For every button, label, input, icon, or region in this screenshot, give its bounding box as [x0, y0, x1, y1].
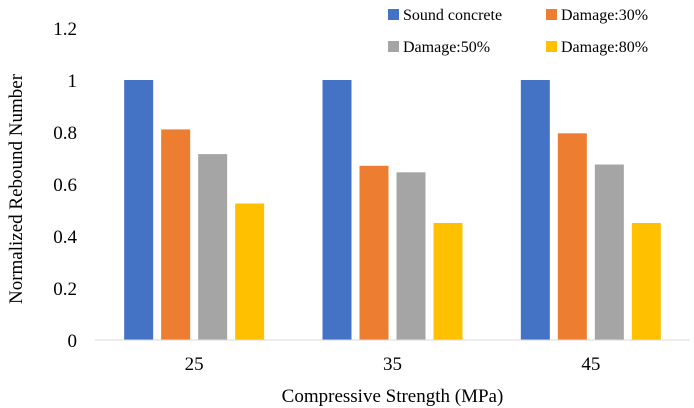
legend-label: Damage:50% [403, 39, 490, 56]
y-axis-title: Normalized Rebound Number [6, 73, 27, 304]
legend: Sound concrete Damage:30% Damage:50% Damage… [388, 7, 648, 56]
legend-label: Sound concrete [403, 7, 502, 24]
bar-sound-concrete-35 [322, 80, 352, 340]
legend-swatch [546, 9, 557, 20]
legend-swatch [546, 41, 557, 52]
y-tick-label: 0 [68, 331, 78, 352]
bar-damage-30--35 [359, 165, 389, 340]
bar-damage-30--25 [161, 129, 191, 340]
y-tick-label: 0.6 [53, 175, 77, 196]
legend-label: Damage:30% [561, 7, 648, 24]
bar-damage-50--25 [198, 154, 228, 340]
bar-series-group [124, 80, 661, 340]
bar-damage-30--45 [557, 133, 587, 340]
y-tick-label: 1 [68, 71, 78, 92]
legend-label: Damage:80% [561, 39, 648, 56]
bar-damage-80--45 [631, 223, 661, 340]
x-axis-title: Compressive Strength (MPa) [282, 386, 504, 407]
bar-damage-50--45 [594, 164, 624, 340]
x-tick-label: 35 [383, 354, 402, 375]
legend-swatch [388, 41, 399, 52]
legend-swatch [388, 9, 399, 20]
bar-sound-concrete-25 [124, 80, 154, 340]
bar-damage-80--25 [235, 203, 265, 340]
x-tick-label: 25 [185, 354, 204, 375]
y-axis-ticks: 0 0.2 0.4 0.6 0.8 1 1.2 [53, 19, 77, 352]
y-tick-label: 0.4 [53, 227, 77, 248]
x-tick-label: 45 [581, 354, 600, 375]
bar-sound-concrete-45 [520, 80, 550, 340]
bar-damage-50--35 [396, 172, 426, 340]
y-tick-label: 1.2 [53, 19, 77, 40]
bar-damage-80--35 [433, 223, 463, 340]
y-tick-label: 0.2 [53, 279, 77, 300]
y-tick-label: 0.8 [53, 123, 77, 144]
x-axis-ticks: 25 35 45 [185, 354, 601, 375]
